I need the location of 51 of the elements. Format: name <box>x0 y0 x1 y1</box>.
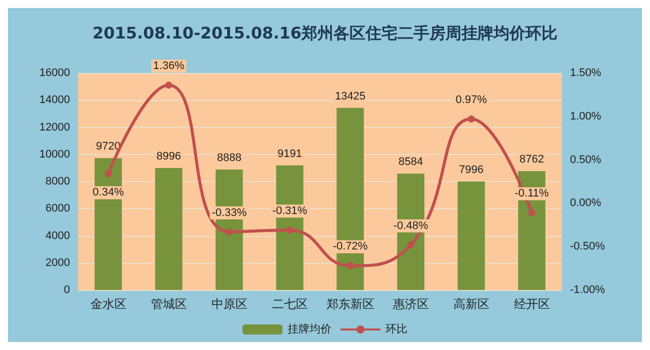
y-tick-label: 10000 <box>39 148 70 160</box>
data-label: -0.33% <box>212 206 247 219</box>
x-tick-label: 郑东新区 <box>326 297 374 311</box>
point <box>468 116 475 122</box>
y-tick-label: 8000 <box>46 176 70 188</box>
bar <box>155 168 182 290</box>
y-tick-label: 2000 <box>46 256 70 269</box>
y2-tick-label: -0.50% <box>570 240 606 253</box>
y2-tick-label: 1.00% <box>570 110 602 122</box>
x-tick-label: 管城区 <box>150 297 187 311</box>
data-label: 9191 <box>278 148 302 160</box>
point <box>528 209 536 216</box>
data-label: -0.11% <box>514 188 549 200</box>
y-tick-label: 14000 <box>39 94 70 106</box>
data-label: 8584 <box>398 156 423 168</box>
data-label: -0.31% <box>272 205 308 218</box>
y-tick-label: 12000 <box>39 121 70 134</box>
data-label: 8762 <box>520 154 544 166</box>
chart-title: 2015.08.10-2015.08.16郑州各区住宅二手房周挂牌均价环比 <box>92 24 558 42</box>
data-label: 8888 <box>217 152 242 164</box>
legend-label: 环比 <box>386 322 408 336</box>
data-label: 1.36% <box>153 60 185 72</box>
data-label: 13425 <box>334 90 366 102</box>
y2-tick-label: 0.50% <box>570 154 602 166</box>
y2-tick-label: 1.50% <box>570 67 602 79</box>
data-label: 0.34% <box>92 186 124 199</box>
x-tick-label: 金水区 <box>90 297 126 311</box>
point <box>286 226 294 234</box>
data-label: 8996 <box>156 150 181 162</box>
data-label: 7996 <box>459 164 484 176</box>
x-tick-label: 高新区 <box>453 297 490 311</box>
point <box>104 170 112 178</box>
point <box>226 228 233 236</box>
y2-tick-label: 0.00% <box>570 197 602 210</box>
y2-tick-label: -1.00% <box>570 284 606 296</box>
x-tick-label: 中原区 <box>211 297 248 311</box>
point <box>346 262 354 270</box>
y-tick-label: 4000 <box>46 230 70 242</box>
x-tick-label: 惠济区 <box>392 297 429 311</box>
legend-label: 挂牌均价 <box>288 324 332 336</box>
data-label: 0.97% <box>456 94 488 106</box>
y-tick-label: 16000 <box>39 67 70 79</box>
data-label: -0.72% <box>332 240 368 253</box>
bar <box>458 182 485 290</box>
x-tick-label: 经开区 <box>514 297 550 311</box>
y-tick-label: 6000 <box>46 202 70 215</box>
y-tick-label: 0 <box>64 284 70 296</box>
point <box>407 241 414 248</box>
point <box>165 82 172 89</box>
x-tick-label: 二七区 <box>272 297 308 311</box>
data-label: -0.48% <box>393 220 428 232</box>
